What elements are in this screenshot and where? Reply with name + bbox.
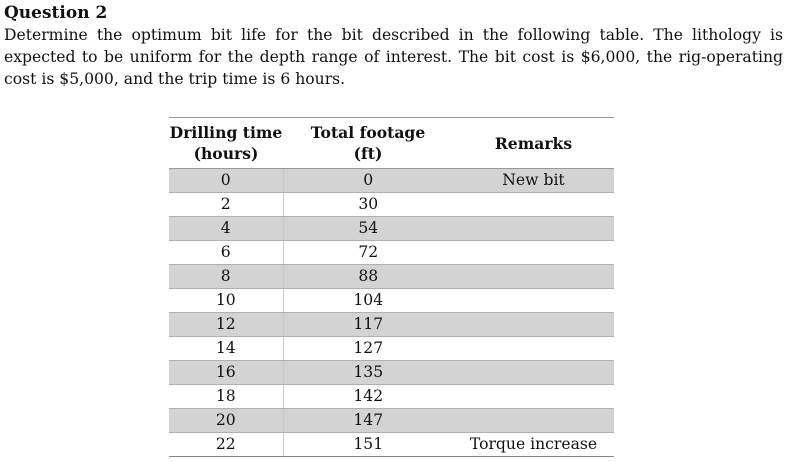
header-remarks: Remarks (453, 117, 614, 169)
table-row: 14 127 (169, 336, 614, 361)
cell-total-footage: 135 (282, 360, 453, 385)
cell-remarks (453, 240, 614, 265)
table-row: 12 117 (169, 312, 614, 337)
cell-drilling-time: 2 (169, 192, 283, 217)
header-total-footage: Total footage (ft) (283, 117, 453, 169)
cell-drilling-time: 6 (169, 240, 283, 265)
cell-remarks (453, 216, 614, 241)
cell-total-footage: 151 (282, 432, 453, 457)
cell-total-footage: 54 (282, 216, 453, 241)
cell-total-footage: 117 (282, 312, 453, 337)
table-header-row: Drilling time (hours) Total footage (ft)… (169, 117, 614, 169)
table-row: 22 151 Torque increase (169, 432, 614, 457)
cell-remarks (453, 192, 614, 217)
drilling-data-table-container: Drilling time (hours) Total footage (ft)… (169, 117, 614, 457)
cell-remarks (453, 360, 614, 385)
header-drilling-time-line1: Drilling time (169, 123, 283, 142)
cell-drilling-time: 4 (169, 216, 283, 241)
cell-remarks: New bit (453, 168, 614, 193)
table-body: 0 0 New bit 2 30 4 54 6 72 8 88 10 104 12 117 14 127 16 13… (169, 168, 614, 457)
question-title: Question 2 (4, 3, 108, 23)
cell-drilling-time: 14 (169, 336, 283, 361)
cell-drilling-time: 22 (169, 432, 283, 457)
table-row: 6 72 (169, 240, 614, 265)
header-drilling-time-line2: (hours) (193, 144, 259, 163)
question-text: Determine the optimum bit life for the b… (4, 26, 783, 88)
cell-total-footage: 88 (282, 264, 453, 289)
table-row: 2 30 (169, 192, 614, 217)
cell-total-footage: 0 (282, 168, 453, 193)
cell-total-footage: 72 (282, 240, 453, 265)
cell-drilling-time: 16 (169, 360, 283, 385)
cell-drilling-time: 18 (169, 384, 283, 409)
header-remarks-label: Remarks (494, 133, 573, 153)
cell-drilling-time: 10 (169, 288, 283, 313)
cell-remarks (453, 264, 614, 289)
cell-drilling-time: 0 (169, 168, 283, 193)
header-total-footage-line1: Total footage (310, 123, 426, 142)
cell-remarks (453, 336, 614, 361)
cell-total-footage: 127 (282, 336, 453, 361)
table-row: 8 88 (169, 264, 614, 289)
cell-remarks (453, 288, 614, 313)
cell-drilling-time: 8 (169, 264, 283, 289)
cell-remarks (453, 312, 614, 337)
table-row: 10 104 (169, 288, 614, 313)
cell-drilling-time: 20 (169, 408, 283, 433)
table-row: 16 135 (169, 360, 614, 385)
cell-total-footage: 30 (282, 192, 453, 217)
cell-total-footage: 142 (282, 384, 453, 409)
cell-remarks (453, 384, 614, 409)
header-drilling-time: Drilling time (hours) (169, 117, 283, 169)
table-row: 20 147 (169, 408, 614, 433)
table-row: 18 142 (169, 384, 614, 409)
cell-total-footage: 104 (282, 288, 453, 313)
table-row: 0 0 New bit (169, 168, 614, 193)
header-total-footage-line2: (ft) (353, 144, 383, 163)
cell-drilling-time: 12 (169, 312, 283, 337)
drilling-data-table: Drilling time (hours) Total footage (ft)… (169, 117, 614, 457)
table-row: 4 54 (169, 216, 614, 241)
cell-remarks: Torque increase (453, 432, 614, 457)
cell-total-footage: 147 (282, 408, 453, 433)
cell-remarks (453, 408, 614, 433)
